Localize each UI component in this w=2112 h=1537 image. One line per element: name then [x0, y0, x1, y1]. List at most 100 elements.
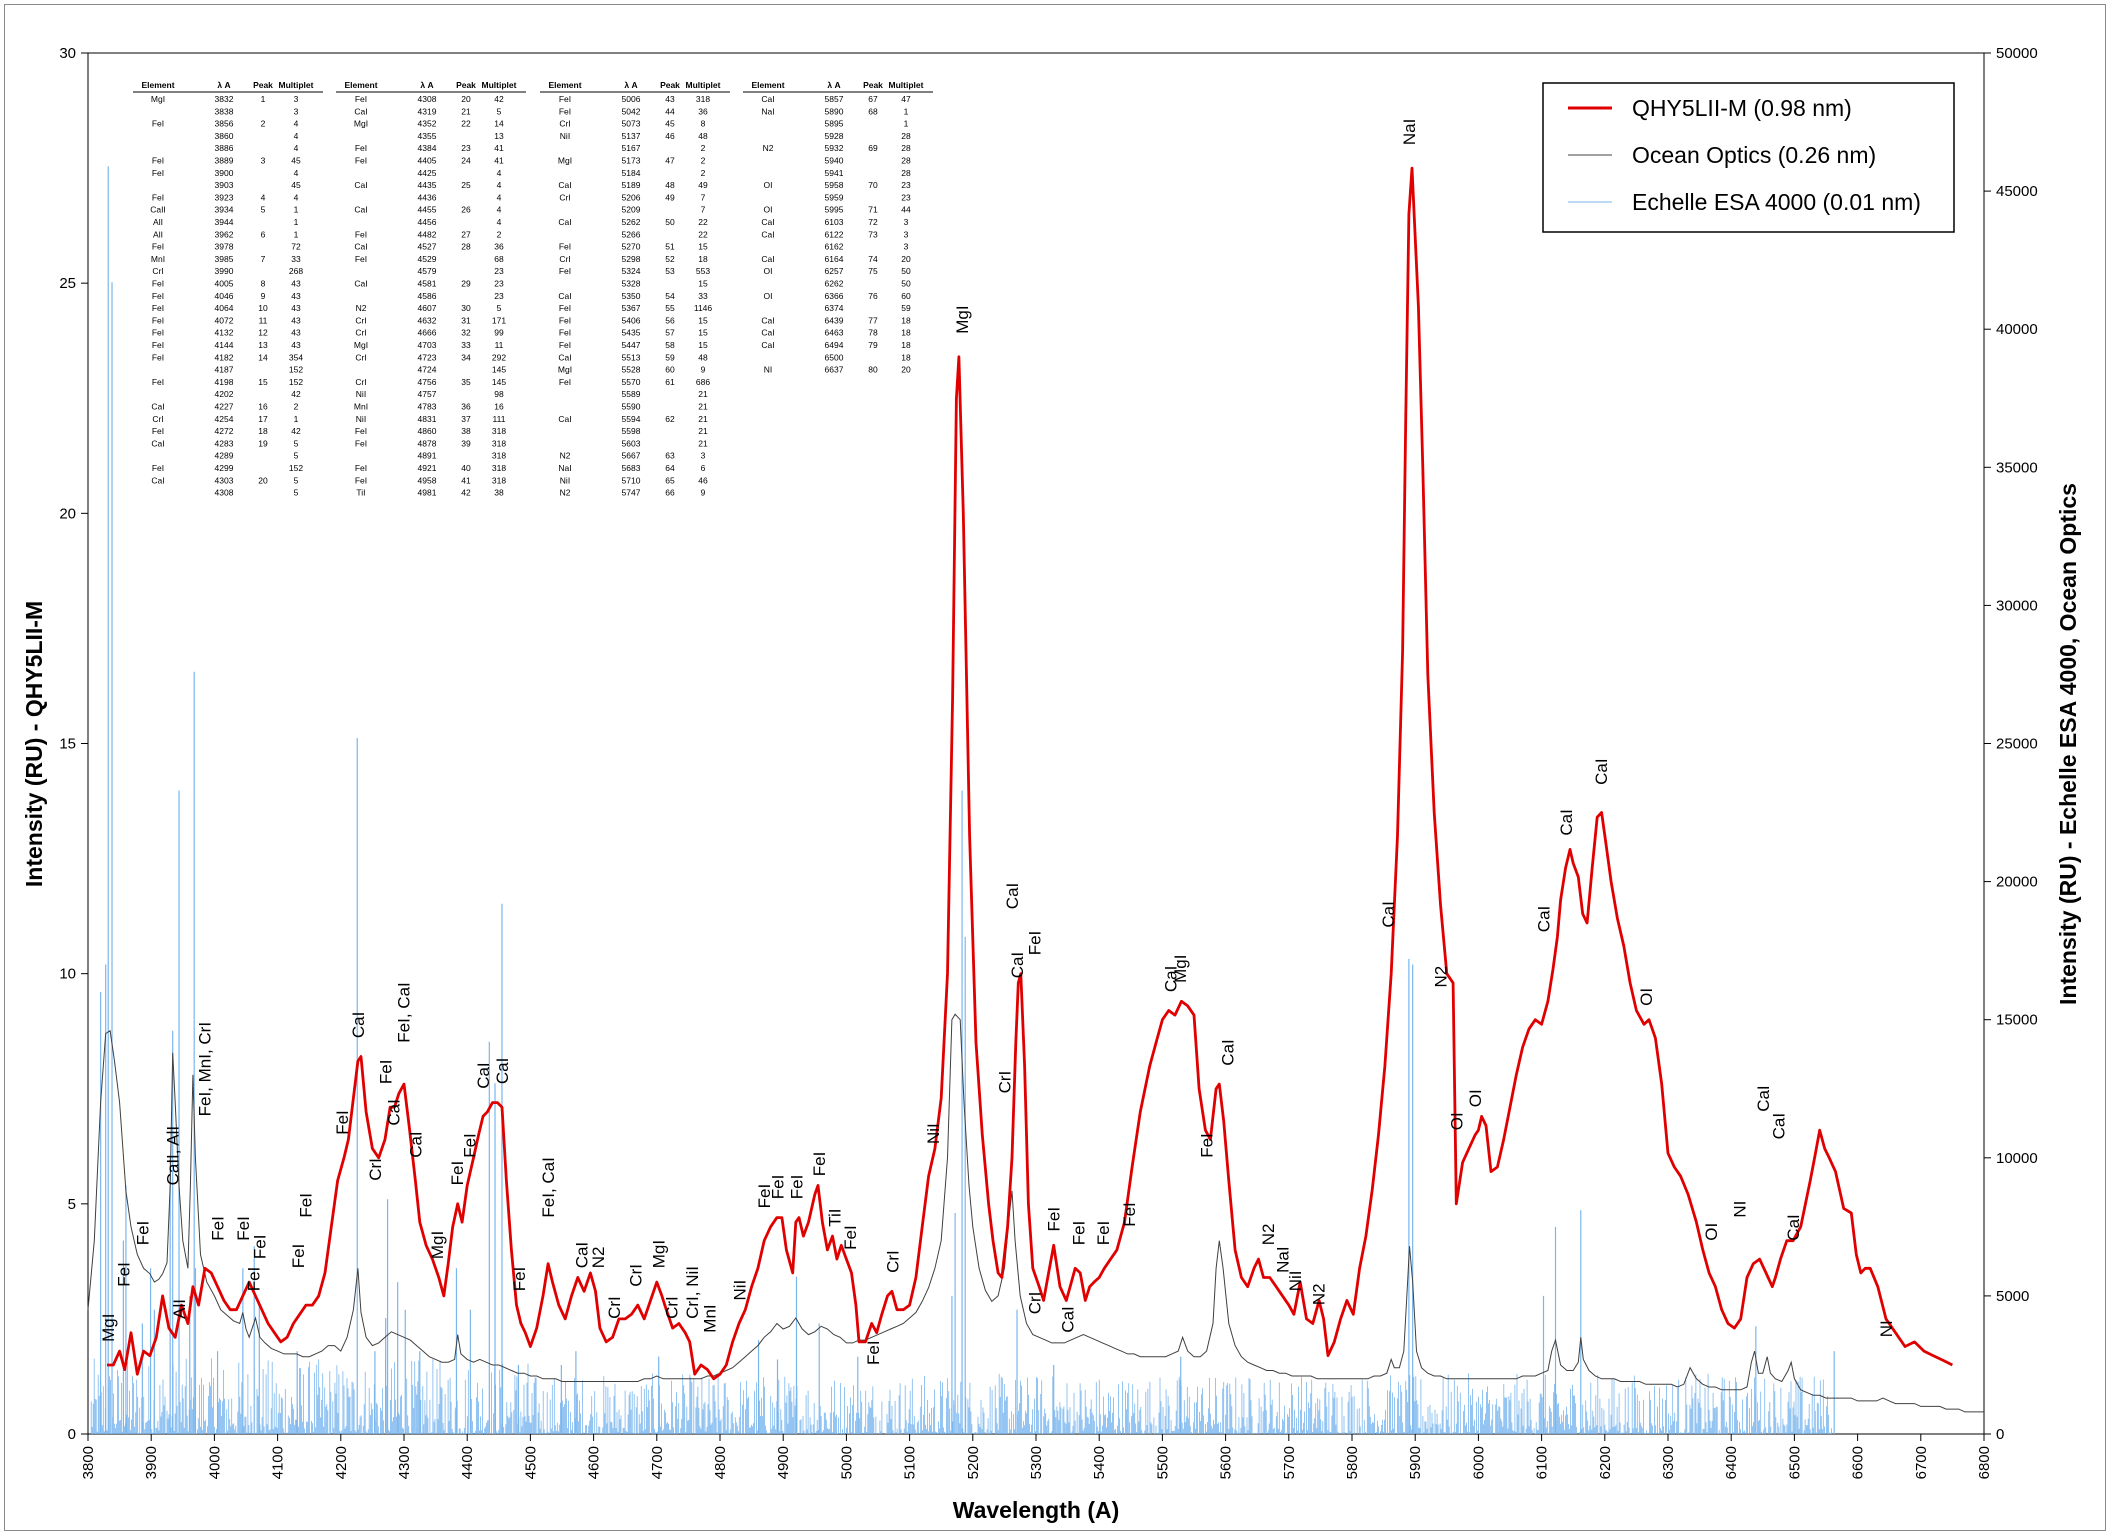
legend-label-ocean: Ocean Optics (0.26 nm): [1632, 142, 1876, 168]
table-cell: 7: [261, 254, 266, 264]
table-cell: 4783: [418, 402, 437, 412]
table-header: λ A: [217, 80, 230, 90]
table-cell: 553: [696, 266, 710, 276]
table-cell: 5958: [825, 180, 844, 190]
x-tick-label: 5600: [1218, 1446, 1235, 1479]
table-cell: 43: [291, 279, 301, 289]
table-cell: 44: [901, 205, 911, 215]
x-tick-label: 5200: [965, 1446, 982, 1479]
y-right-tick-label: 5000: [1996, 1288, 2029, 1305]
table-cell: MgI: [354, 119, 368, 129]
line-label: NiI: [731, 1280, 750, 1301]
table-cell: 45: [665, 119, 675, 129]
table-cell: 4666: [418, 328, 437, 338]
table-header: Peak: [456, 80, 476, 90]
table-cell: FeI: [355, 94, 367, 104]
table-cell: 4756: [418, 377, 437, 387]
table-cell: 43: [291, 328, 301, 338]
table-cell: 4308: [215, 488, 234, 498]
table-cell: 3838: [215, 106, 234, 116]
table-cell: 68: [494, 254, 504, 264]
line-label: FeI, CaI: [394, 982, 413, 1042]
x-tick-label: 6200: [1597, 1446, 1614, 1479]
table-cell: 6103: [825, 217, 844, 227]
table-cell: 36: [698, 106, 708, 116]
table-cell: 4981: [418, 488, 437, 498]
table-header: Element: [141, 80, 174, 90]
line-label: FeI: [296, 1193, 315, 1218]
table-cell: 59: [901, 303, 911, 313]
x-tick-label: 5700: [1281, 1446, 1298, 1479]
line-label: FeI: [250, 1235, 269, 1260]
legend-label-qhy: QHY5LII-M (0.98 nm): [1632, 95, 1852, 121]
table-cell: N2: [560, 451, 571, 461]
table-cell: FeI: [152, 377, 164, 387]
table-cell: 4586: [418, 291, 437, 301]
line-label: FeI: [864, 1340, 883, 1365]
y-right-tick-label: 10000: [1996, 1150, 2038, 1167]
table-cell: 50: [665, 217, 675, 227]
table-cell: 5435: [622, 328, 641, 338]
table-cell: FeI: [355, 156, 367, 166]
table-cell: 4436: [418, 192, 437, 202]
table-cell: 318: [492, 463, 506, 473]
table-header: Peak: [660, 80, 680, 90]
line-label: NaI: [1400, 119, 1419, 145]
table-cell: 6162: [825, 242, 844, 252]
table-cell: 11: [495, 340, 504, 350]
table-cell: 15: [258, 377, 268, 387]
table-cell: 5895: [825, 119, 844, 129]
table-cell: 21: [698, 389, 708, 399]
table-cell: 7: [701, 192, 706, 202]
line-label: CaI: [406, 1131, 425, 1157]
table-cell: 5890: [825, 106, 844, 116]
y-right-tick-label: 45000: [1996, 183, 2038, 200]
table-cell: CaI: [761, 328, 774, 338]
legend-label-echelle: Echelle ESA 4000 (0.01 nm): [1632, 189, 1921, 215]
x-tick-label: 6700: [1913, 1446, 1930, 1479]
table-header: Multiplet: [686, 80, 721, 90]
table-cell: 13: [258, 340, 268, 350]
table-cell: 43: [291, 303, 301, 313]
table-cell: 5603: [622, 438, 641, 448]
table-cell: CrI: [559, 119, 570, 129]
x-tick-label: 3900: [143, 1446, 160, 1479]
table-cell: 686: [696, 377, 710, 387]
line-label: CaI: [474, 1062, 493, 1088]
table-cell: TiI: [356, 488, 365, 498]
line-label: MgI: [1171, 955, 1190, 983]
table-cell: 4579: [418, 266, 437, 276]
table-cell: 14: [258, 352, 268, 362]
line-label: CrI: [884, 1250, 903, 1273]
table-cell: CaI: [761, 217, 774, 227]
qhy-series: [107, 166, 1954, 1381]
table-cell: 1: [294, 414, 299, 424]
table-cell: 38: [461, 426, 471, 436]
line-label: FeI: [133, 1221, 152, 1246]
table-cell: 3856: [215, 119, 234, 129]
line-label: OI: [1702, 1223, 1721, 1241]
table-cell: 4283: [215, 438, 234, 448]
table-cell: 14: [494, 119, 504, 129]
table-cell: 29: [461, 279, 471, 289]
table-cell: FeI: [355, 229, 367, 239]
table-cell: 5: [497, 106, 502, 116]
table-cell: 22: [461, 119, 471, 129]
table-cell: 4527: [418, 242, 437, 252]
line-label: OI: [1447, 1112, 1466, 1130]
table-cell: 4723: [418, 352, 437, 362]
table-cell: 1: [904, 119, 909, 129]
x-tick-label: 4100: [270, 1446, 287, 1479]
table-cell: 35: [461, 377, 471, 387]
line-label: CaI: [1557, 809, 1576, 835]
table-cell: 21: [698, 402, 708, 412]
y-axis-left-label: Intensity (RU) - QHY5LII-M: [21, 601, 47, 887]
table-cell: 3: [904, 217, 909, 227]
table-cell: 15: [698, 279, 708, 289]
table-cell: CrI: [355, 377, 366, 387]
table-cell: FeI: [152, 303, 164, 313]
table-cell: 4958: [418, 475, 437, 485]
line-label: NI: [1877, 1320, 1896, 1337]
table-cell: 45: [291, 180, 301, 190]
